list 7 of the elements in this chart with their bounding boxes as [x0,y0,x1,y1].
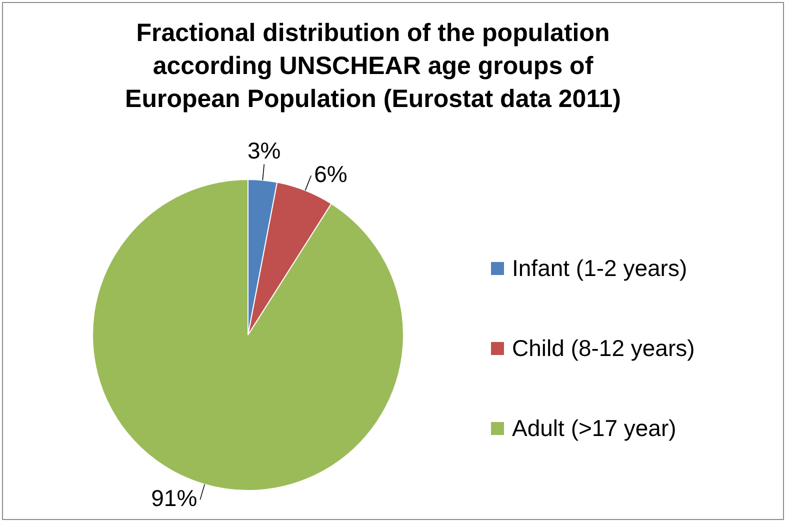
data-label: 91% [151,485,198,512]
legend-label: Child (8-12 years) [512,334,695,362]
legend-label: Adult (>17 year) [512,414,676,442]
legend-label: Infant (1-2 years) [512,254,688,282]
data-label: 3% [248,138,281,164]
data-label: 6% [314,160,348,187]
chart-title: Fractional distribution of the population according UNSCHEAR age groups of European Population (Eurostat data 2011) [124,18,622,115]
